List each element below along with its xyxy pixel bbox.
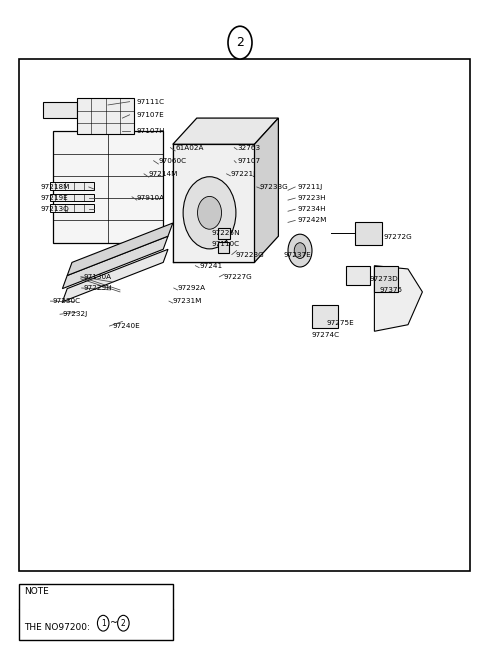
Text: 1: 1	[101, 619, 106, 628]
FancyBboxPatch shape	[19, 584, 173, 640]
Text: 97910A: 97910A	[137, 195, 165, 201]
Text: 2: 2	[121, 619, 126, 628]
Bar	[312, 305, 338, 328]
Text: 97110C: 97110C	[211, 241, 240, 247]
Bar	[355, 222, 382, 245]
Text: 97223G: 97223G	[235, 251, 264, 258]
Text: 97233G: 97233G	[259, 184, 288, 190]
Text: 97111C: 97111C	[137, 98, 165, 105]
Text: 97221J: 97221J	[230, 171, 256, 177]
Text: 97237E: 97237E	[283, 251, 311, 258]
Text: 2: 2	[236, 36, 244, 49]
Text: 97107H: 97107H	[137, 128, 166, 134]
Text: 61A02A: 61A02A	[175, 144, 204, 151]
Text: 97223H: 97223H	[298, 195, 326, 201]
Circle shape	[288, 234, 312, 267]
Text: 97218M: 97218M	[41, 184, 70, 190]
Circle shape	[118, 615, 129, 631]
Bar	[218, 228, 230, 239]
Polygon shape	[50, 194, 94, 201]
Text: 97292A: 97292A	[178, 285, 206, 291]
Polygon shape	[62, 249, 168, 302]
Text: 97229H: 97229H	[84, 285, 113, 291]
Text: 97234H: 97234H	[298, 206, 326, 213]
Text: 97242M: 97242M	[298, 217, 327, 224]
Bar	[77, 98, 134, 134]
Polygon shape	[50, 182, 94, 190]
Text: 97232J: 97232J	[62, 311, 88, 318]
Polygon shape	[67, 223, 173, 276]
Bar	[218, 242, 229, 253]
Text: 97273D: 97273D	[370, 276, 398, 282]
Text: 97107E: 97107E	[137, 112, 165, 118]
Text: 97240E: 97240E	[113, 323, 141, 329]
Text: 97060C: 97060C	[158, 157, 187, 164]
Text: 97275E: 97275E	[326, 319, 354, 326]
FancyBboxPatch shape	[19, 59, 470, 571]
Text: 97375: 97375	[379, 287, 402, 293]
Text: 97272G: 97272G	[384, 234, 413, 241]
Text: 97225N: 97225N	[211, 230, 240, 236]
Text: 97214M: 97214M	[149, 171, 178, 177]
Text: 97227G: 97227G	[223, 274, 252, 280]
Polygon shape	[374, 266, 422, 331]
Circle shape	[294, 243, 306, 258]
Polygon shape	[173, 118, 278, 144]
Circle shape	[183, 176, 236, 249]
Text: NOTE: NOTE	[24, 587, 49, 596]
Polygon shape	[53, 131, 163, 243]
Polygon shape	[62, 236, 168, 289]
Text: 97130A: 97130A	[84, 274, 112, 280]
Text: 97274C: 97274C	[312, 331, 340, 338]
Polygon shape	[50, 204, 94, 212]
Bar	[346, 266, 370, 285]
Text: 97211J: 97211J	[298, 184, 323, 190]
Text: 97241: 97241	[199, 262, 222, 269]
Text: 97231M: 97231M	[173, 298, 202, 304]
Circle shape	[97, 615, 109, 631]
Polygon shape	[173, 144, 254, 262]
Polygon shape	[254, 118, 278, 262]
Text: 32763: 32763	[238, 144, 261, 151]
Text: THE NO97200:: THE NO97200:	[24, 623, 93, 632]
Text: ~: ~	[110, 618, 119, 628]
Text: 97230C: 97230C	[53, 298, 81, 304]
Bar	[374, 266, 398, 292]
Polygon shape	[43, 102, 77, 118]
Circle shape	[198, 196, 222, 229]
Text: 97219E: 97219E	[41, 195, 69, 201]
Text: 97107: 97107	[238, 157, 261, 164]
Circle shape	[228, 26, 252, 59]
Text: 97213Q: 97213Q	[41, 206, 70, 213]
